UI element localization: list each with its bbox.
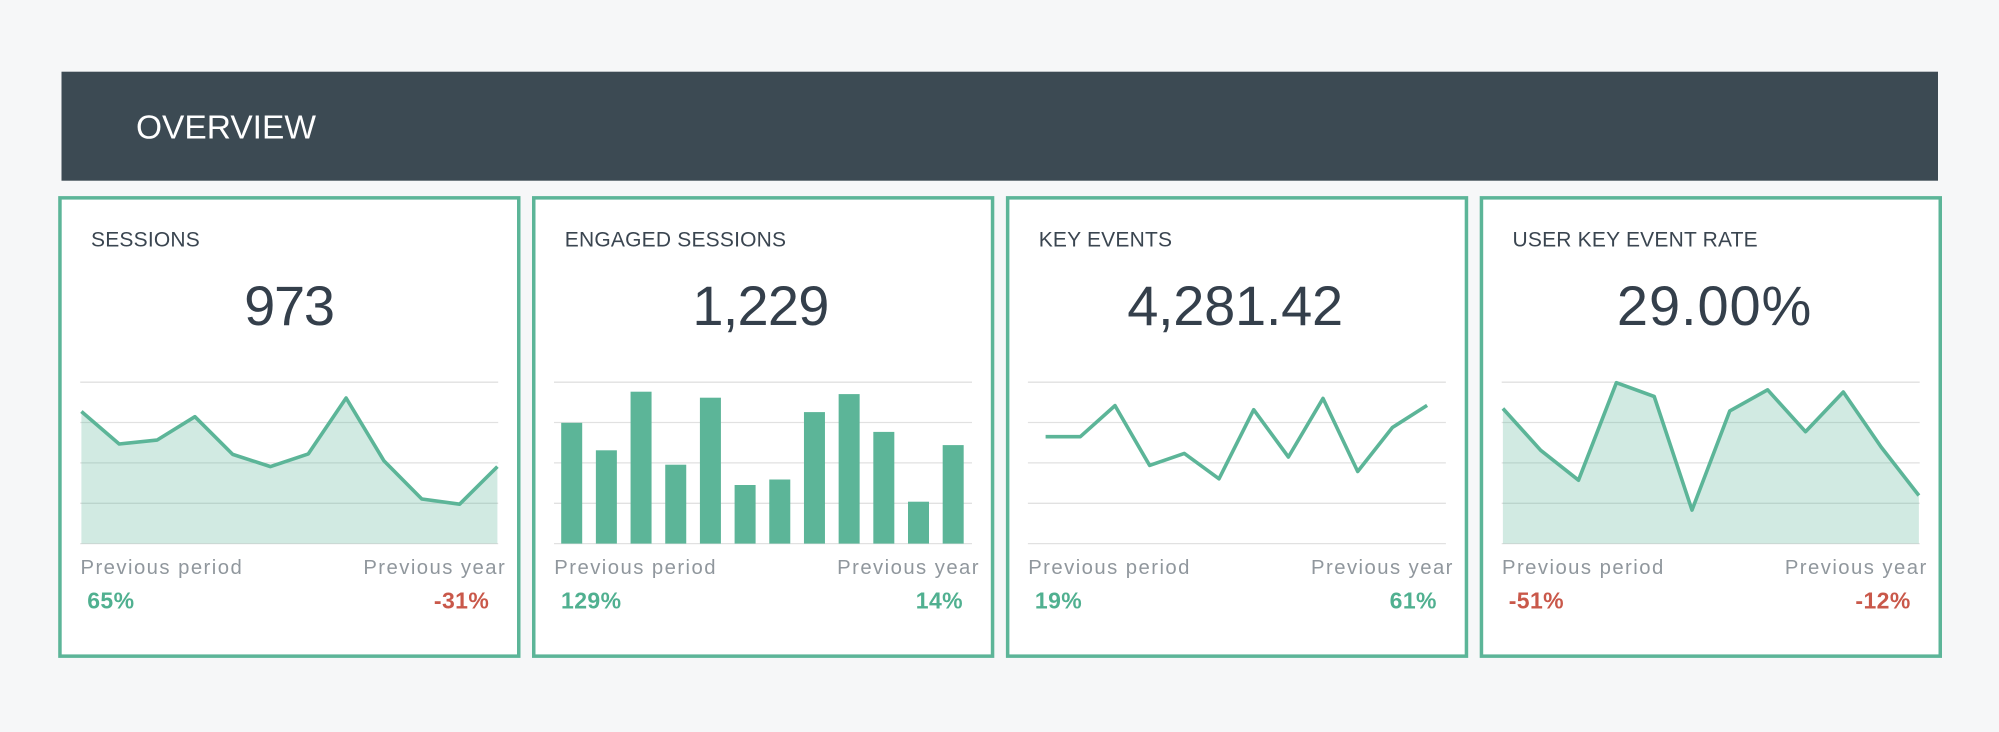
svg-text:-51%: -51%	[1509, 588, 1564, 614]
svg-text:Previous year: Previous year	[363, 557, 506, 579]
svg-text:USER KEY EVENT RATE: USER KEY EVENT RATE	[1513, 229, 1758, 252]
svg-text:Previous period: Previous period	[554, 557, 717, 579]
svg-text:Previous period: Previous period	[1502, 557, 1665, 579]
svg-text:Previous year: Previous year	[837, 557, 980, 579]
svg-text:KEY EVENTS: KEY EVENTS	[1039, 229, 1173, 252]
svg-text:OVERVIEW: OVERVIEW	[136, 109, 316, 146]
svg-text:29.00%: 29.00%	[1617, 274, 1812, 337]
svg-text:-12%: -12%	[1855, 588, 1910, 614]
svg-text:Previous period: Previous period	[81, 557, 244, 579]
svg-text:Previous period: Previous period	[1028, 557, 1191, 579]
svg-text:14%: 14%	[916, 588, 963, 614]
svg-text:1,229: 1,229	[692, 274, 828, 337]
svg-text:4,281.42: 4,281.42	[1127, 274, 1343, 337]
svg-text:129%: 129%	[561, 588, 621, 614]
svg-text:19%: 19%	[1035, 588, 1082, 614]
svg-text:ENGAGED SESSIONS: ENGAGED SESSIONS	[565, 229, 786, 252]
svg-text:SESSIONS: SESSIONS	[91, 229, 200, 252]
svg-text:Previous year: Previous year	[1785, 557, 1928, 579]
svg-text:65%: 65%	[87, 588, 134, 614]
svg-text:61%: 61%	[1390, 588, 1437, 614]
svg-text:973: 973	[244, 274, 334, 337]
svg-text:Previous year: Previous year	[1311, 557, 1454, 579]
svg-text:-31%: -31%	[434, 588, 489, 614]
